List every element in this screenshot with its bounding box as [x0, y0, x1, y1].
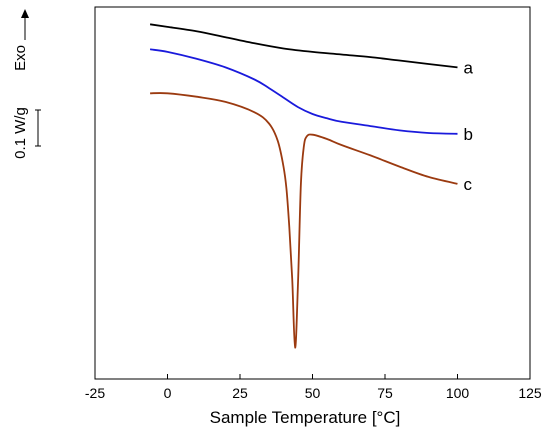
x-tick-label: 100 — [446, 385, 470, 401]
curve-a — [149, 23, 458, 69]
x-tick-label: -25 — [85, 385, 105, 401]
curve-label-c: c — [464, 175, 473, 194]
x-tick-label: 50 — [305, 385, 321, 401]
curve-label-b: b — [464, 125, 473, 144]
x-tick-label: 125 — [518, 385, 542, 401]
curve-label-a: a — [464, 58, 474, 77]
x-tick-label: 25 — [232, 385, 248, 401]
exo-label: Exo — [12, 45, 29, 71]
exo-arrow-icon — [21, 9, 29, 18]
y-axis-annotation: 0.1 W/g Exo — [12, 9, 41, 159]
x-tick-label: 75 — [377, 385, 393, 401]
curve-labels: a b c — [464, 58, 474, 193]
x-axis-title: Sample Temperature [°C] — [210, 408, 401, 427]
scale-bar-label: 0.1 W/g — [12, 107, 29, 159]
curve-b — [149, 48, 458, 135]
x-tick-label: 0 — [164, 385, 172, 401]
x-axis-ticks: -25 0 25 50 75 100 125 — [85, 374, 542, 401]
curves — [149, 23, 458, 349]
curve-c — [150, 92, 458, 349]
